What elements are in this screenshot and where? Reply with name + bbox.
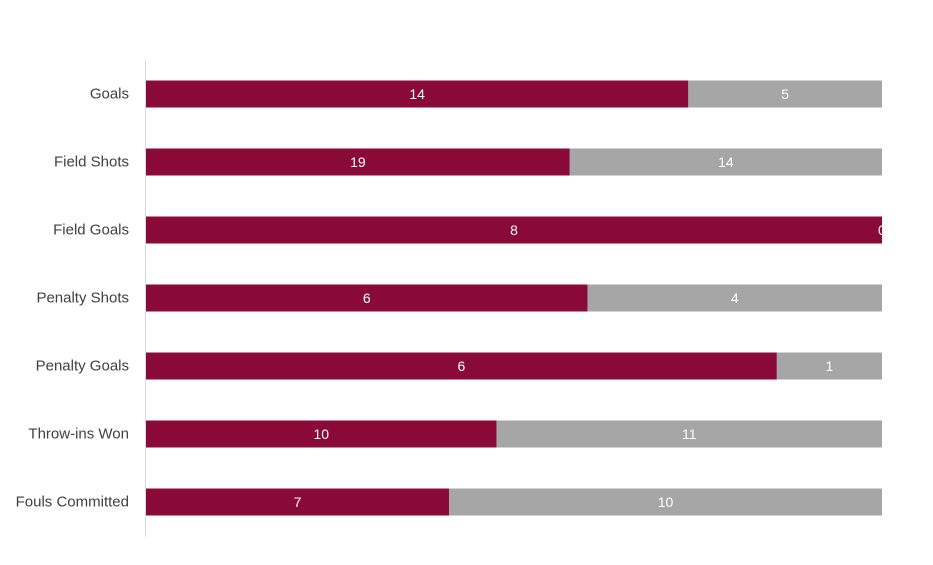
bar-segment <box>146 420 497 448</box>
data-label: 14 <box>409 86 425 102</box>
category-label: Penalty Shots <box>36 290 129 307</box>
category-label: Penalty Goals <box>36 358 129 375</box>
bar-segment <box>146 80 689 108</box>
data-label: 0 <box>878 222 886 238</box>
bar-segment <box>569 148 882 176</box>
data-label: 14 <box>718 154 734 170</box>
bar-segment <box>587 284 882 312</box>
data-label: 6 <box>363 290 371 306</box>
bar-segment <box>776 352 882 380</box>
bar-segment <box>146 148 570 176</box>
bar-segment <box>146 284 588 312</box>
category-label: Field Shots <box>54 154 129 171</box>
bar-segment <box>146 216 882 244</box>
category-label: Goals <box>90 86 129 103</box>
category-label: Throw-ins Won <box>28 426 129 443</box>
bar-segment <box>146 352 777 380</box>
data-label: 7 <box>294 494 302 510</box>
bar-segment <box>688 80 882 108</box>
data-label: 11 <box>682 426 697 442</box>
data-label: 5 <box>781 86 789 102</box>
data-label: 19 <box>350 154 366 170</box>
data-label: 4 <box>731 290 739 306</box>
category-label: Fouls Committed <box>16 494 129 511</box>
data-label: 10 <box>313 426 329 442</box>
data-label: 6 <box>458 358 466 374</box>
data-label: 10 <box>658 494 674 510</box>
bar-segment <box>146 488 450 516</box>
bar-segment <box>449 488 882 516</box>
category-label: Field Goals <box>53 222 129 239</box>
data-label: 1 <box>826 358 834 374</box>
bar-segment <box>496 420 882 448</box>
data-label: 8 <box>510 222 518 238</box>
